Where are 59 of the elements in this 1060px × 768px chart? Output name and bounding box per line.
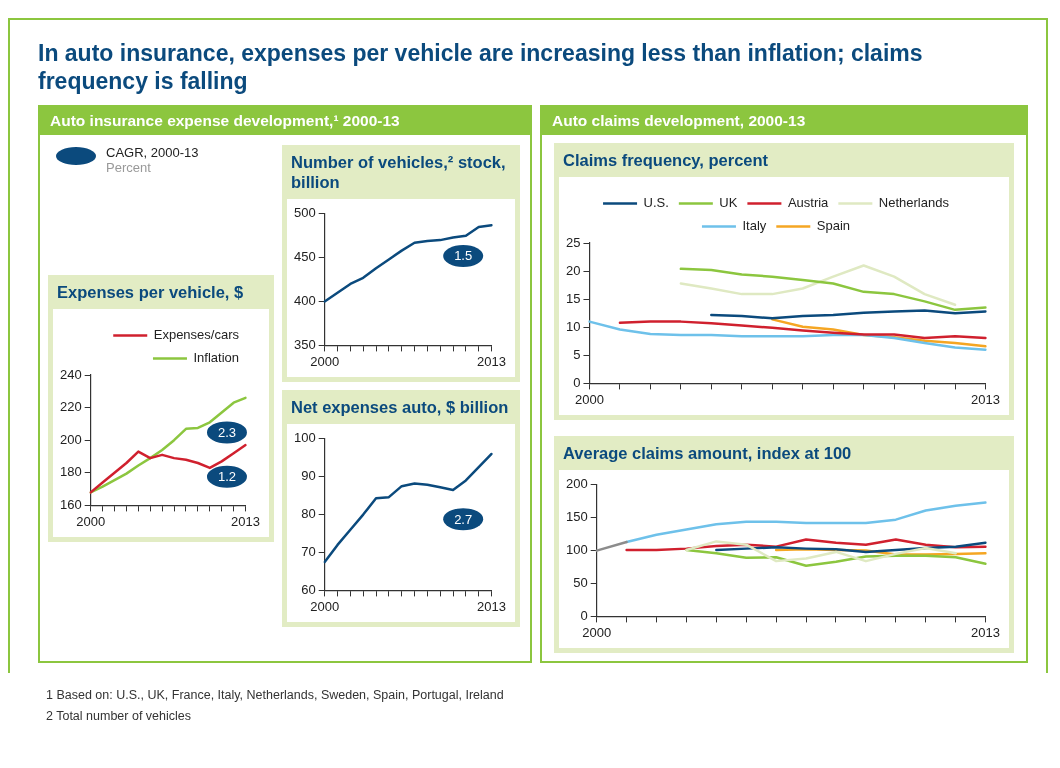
- text: CAGR, 2000-13: [106, 145, 199, 161]
- y-tick-label: 180: [59, 464, 82, 480]
- x-tick-label: 2000: [76, 513, 106, 529]
- x-tick-label: 2013: [971, 624, 1000, 640]
- y-tick-label: 5: [573, 346, 581, 362]
- legend-label: Expenses/cars: [153, 327, 240, 343]
- x-tick-label: 2000: [582, 624, 612, 640]
- y-tick-label: 50: [573, 574, 588, 590]
- y-tick-label: 90: [301, 467, 316, 483]
- chart-title: Claims frequency, percent: [562, 150, 770, 172]
- y-tick-label: 100: [565, 541, 588, 557]
- text: Auto insurance expense development,¹ 2000-13: [40, 107, 530, 136]
- legend-label: U.S.: [643, 195, 669, 211]
- x-tick-label: 2000: [575, 391, 604, 407]
- chart-title: Expenses per vehicle, $: [56, 282, 245, 304]
- y-tick-label: 160: [59, 496, 82, 512]
- text: Auto claims development, 2000-13: [542, 107, 1026, 136]
- annotation: 2.3: [217, 424, 236, 440]
- y-tick-label: 0: [580, 607, 588, 623]
- chart-title: Net expenses auto, $ billion: [290, 396, 510, 418]
- y-tick-label: 25: [565, 234, 581, 250]
- y-tick-label: 200: [565, 476, 588, 492]
- y-tick-label: 60: [301, 581, 316, 597]
- y-tick-label: 100: [293, 429, 316, 445]
- y-tick-label: 150: [565, 509, 588, 525]
- y-tick-label: 70: [301, 543, 316, 559]
- annotation: 1.5: [454, 248, 473, 264]
- y-tick-label: 15: [565, 290, 581, 306]
- y-tick-label: 0: [573, 374, 581, 390]
- x-tick-label: 2013: [231, 513, 260, 529]
- y-tick-label: 450: [293, 249, 316, 265]
- y-tick-label: 400: [293, 292, 316, 308]
- text: 1 Based on: U.S., UK, France, Italy, Netherlands, Sweden, Spain, Portugal, Ireland: [46, 686, 505, 704]
- x-tick-label: 2000: [310, 353, 340, 369]
- legend-label: Inflation: [193, 350, 240, 366]
- x-tick-label: 2000: [310, 598, 340, 614]
- chart-title: Number of vehicles,² stock, billion: [290, 152, 507, 193]
- legend-label: UK: [719, 195, 738, 211]
- legend-label: Austria: [787, 195, 830, 211]
- y-tick-label: 350: [293, 336, 316, 352]
- text: Percent: [106, 160, 152, 176]
- legend-label: Italy: [742, 218, 767, 234]
- y-tick-label: 500: [293, 205, 316, 221]
- y-tick-label: 20: [565, 262, 581, 278]
- x-tick-label: 2013: [971, 391, 1000, 407]
- y-tick-label: 80: [301, 505, 316, 521]
- legend-label: Spain: [816, 218, 851, 234]
- y-tick-label: 220: [59, 399, 82, 415]
- y-tick-label: 200: [59, 431, 82, 447]
- annotation: 2.7: [454, 511, 473, 527]
- x-tick-label: 2013: [477, 598, 506, 614]
- chart-title: Average claims amount, index at 100: [562, 443, 853, 464]
- x-tick-label: 2013: [477, 353, 506, 369]
- text: 2 Total number of vehicles: [46, 708, 192, 726]
- y-tick-label: 10: [565, 318, 581, 334]
- annotation: 1.2: [217, 469, 236, 485]
- legend-label: Netherlands: [878, 195, 950, 211]
- y-tick-label: 240: [59, 366, 82, 382]
- text: In auto insurance, expenses per vehicle are increasing less than inflation; claims frequency is falling: [38, 40, 924, 96]
